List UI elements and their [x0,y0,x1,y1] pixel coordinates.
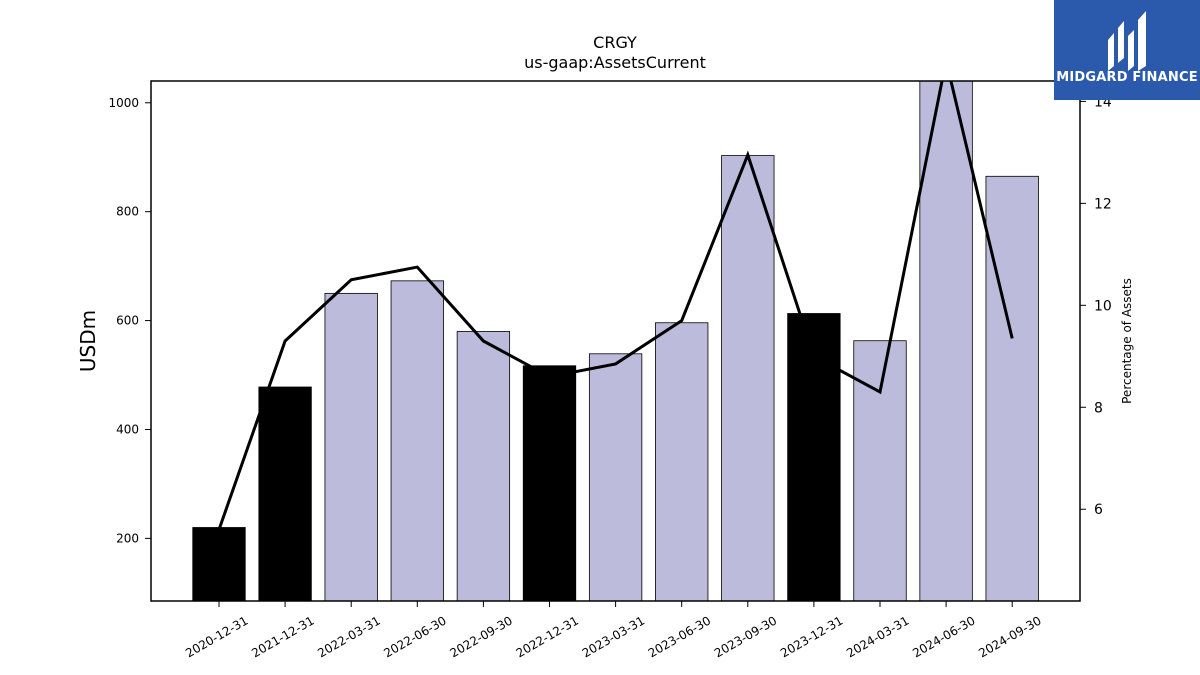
bar-2024-03-31 [853,340,907,601]
y-tick-label: 200 [116,531,139,545]
percentage-line [217,81,1014,531]
x-tick-label: 2023-06-30 [646,613,713,660]
bar-2023-12-31 [787,313,841,601]
y-axis-label: USDm [76,310,100,372]
x-tick-label: 2021-12-31 [249,613,316,660]
y-tick-label: 600 [116,314,139,328]
logo-text: MIDGARD FINANCE [1056,70,1198,85]
y-tick-label: 400 [116,422,139,436]
y-right-tick-label: 8 [1094,400,1103,416]
x-tick-label: 2023-12-31 [778,613,845,660]
bar-2024-09-30 [985,175,1039,601]
x-tick-label: 2024-06-30 [910,613,977,660]
y-axis-right-label: Percentage of Assets [1120,278,1134,404]
bar-2023-06-30 [655,322,709,601]
logo-background [1054,0,1200,100]
chart-subtitle: us-gaap:AssetsCurrent [524,53,706,72]
x-tick-label: 2022-06-30 [381,613,448,660]
bars-group [192,81,1039,601]
bar-2020-12-31 [192,527,246,601]
x-tick-label: 2022-12-31 [514,613,581,660]
y-tick-label: 1000 [108,96,139,110]
logo: MIDGARD FINANCE [1054,0,1200,100]
x-tick-label: 2023-03-31 [580,613,647,660]
x-tick-label: 2023-09-30 [712,613,779,660]
y-right-tick-label: 12 [1094,196,1112,212]
x-tick-label: 2022-09-30 [447,613,514,660]
bar-2022-03-31 [324,292,378,601]
line-group [217,81,1014,531]
x-tick-label: 2020-12-31 [183,613,250,660]
bar-2024-06-30 [919,81,973,601]
bar-2022-09-30 [456,331,511,601]
y-axis-left: 200 400 600 800 1000 [108,96,151,545]
y-right-tick-label: 10 [1094,298,1112,314]
logo-mark-icon [1108,11,1146,71]
bar-2022-06-30 [390,280,444,601]
x-tick-label: 2022-03-31 [315,613,382,660]
x-axis: 2020-12-312021-12-312022-03-312022-06-30… [183,601,1044,660]
chart-title: CRGY [593,33,637,52]
y-right-tick-label: 6 [1094,502,1103,518]
bar-2023-09-30 [721,155,775,601]
bar-2021-12-31 [258,386,312,601]
x-tick-label: 2024-09-30 [976,613,1043,660]
bar-2022-12-31 [522,365,577,601]
bar-2023-03-31 [588,353,643,601]
y-tick-label: 800 [116,205,139,219]
x-tick-label: 2024-03-31 [844,613,911,660]
